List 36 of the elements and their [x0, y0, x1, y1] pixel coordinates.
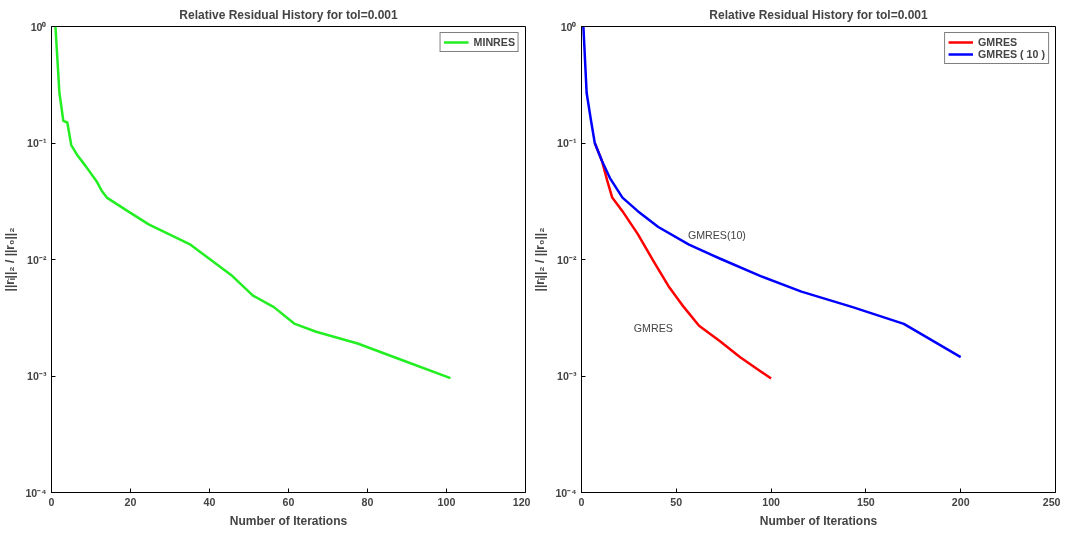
annotation: GMRES(10) [687, 228, 746, 241]
x-tick-label: 20 [124, 495, 137, 508]
x-tick-label: 100 [762, 495, 781, 508]
x-axis-title: Number of Iterations [759, 513, 878, 528]
y-tick-label: 10⁻³ [557, 370, 577, 382]
y-tick-label: 10⁻⁴ [555, 486, 577, 499]
x-tick-label: 60 [282, 495, 295, 508]
x-axis-title: Number of Iterations [229, 513, 348, 528]
y-tick-label: 10⁻¹ [27, 137, 47, 149]
y-tick-label: 10⁰ [30, 20, 47, 33]
chart-title: Relative Residual History for tol=0.001 [179, 7, 399, 22]
y-axis-title: ||rᵢ||₂ / ||r₀||₂ [533, 227, 548, 292]
x-tick-label: 50 [670, 495, 683, 508]
legend-label: GMRES [978, 36, 1018, 48]
y-tick-label: 10⁻² [27, 253, 47, 266]
y-tick-label: 10⁻⁴ [25, 486, 47, 499]
y-axis-title: ||rᵢ||₂ / ||r₀||₂ [3, 227, 18, 292]
y-tick-label: 10⁻³ [27, 370, 47, 382]
y-tick-label: 10⁻¹ [557, 137, 577, 149]
x-tick-label: 40 [203, 495, 216, 508]
annotation: GMRES [633, 321, 673, 334]
x-tick-label: 0 [578, 495, 585, 508]
line-series [54, 26, 452, 380]
x-tick-label: 80 [361, 495, 374, 508]
legend-label: MINRES [473, 36, 515, 48]
x-tick-label: 150 [857, 495, 875, 508]
y-tick-label: 10⁰ [560, 20, 577, 33]
x-tick-label: 250 [1042, 495, 1061, 508]
x-tick-label: 200 [951, 495, 970, 508]
x-tick-label: 100 [437, 495, 456, 508]
y-tick-label: 10⁻² [557, 253, 577, 266]
x-tick-label: 0 [48, 495, 55, 508]
line-series [582, 26, 962, 359]
x-tick-label: 120 [512, 495, 531, 508]
chart-title: Relative Residual History for tol=0.001 [709, 7, 929, 22]
legend-label: GMRES ( 10 ) [978, 48, 1045, 60]
